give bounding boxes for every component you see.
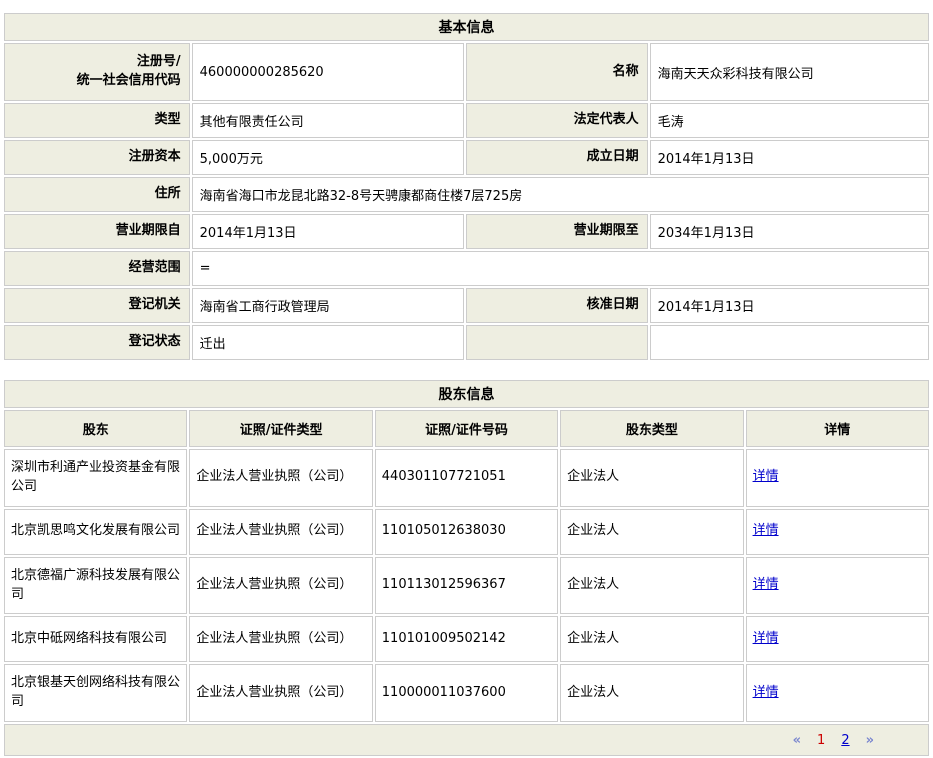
pager-current-page: 1 xyxy=(817,732,826,748)
detail-link[interactable]: 详情 xyxy=(752,523,779,539)
detail-link[interactable]: 详情 xyxy=(752,630,779,646)
cert-type-cell: 企业法人营业执照（公司） xyxy=(189,449,373,507)
term-from-label: 营业期限自 xyxy=(4,214,190,249)
legal-rep-value: 毛涛 xyxy=(649,103,929,138)
detail-link[interactable]: 详情 xyxy=(752,577,779,593)
capital-value: 5,000万元 xyxy=(191,140,464,175)
reg-no-value: 460000000285620 xyxy=(191,43,464,101)
status-label: 登记状态 xyxy=(4,325,190,360)
shareholder-row: 深圳市利通产业投资基金有限公司 企业法人营业执照（公司） 44030110772… xyxy=(4,449,929,507)
shareholder-type-cell: 企业法人 xyxy=(560,664,744,723)
shareholder-name-cell: 深圳市利通产业投资基金有限公司 xyxy=(4,449,188,507)
pager-prev-button[interactable]: « xyxy=(792,732,802,748)
cert-no-cell: 110113012596367 xyxy=(374,556,559,615)
col-header-shareholder-type: 股东类型 xyxy=(560,410,744,447)
detail-link[interactable]: 详情 xyxy=(752,469,779,485)
term-to-value: 2034年1月13日 xyxy=(649,214,929,249)
shareholder-type-cell: 企业法人 xyxy=(560,616,744,663)
cert-no-cell: 110101009502142 xyxy=(374,616,559,663)
cert-type-cell: 企业法人营业执照（公司） xyxy=(189,664,373,723)
est-date-label: 成立日期 xyxy=(465,140,648,175)
pagination: « 1 2 » xyxy=(4,724,929,757)
scope-value: = xyxy=(191,251,929,286)
shareholder-name-cell: 北京银基天创网络科技有限公司 xyxy=(4,664,188,723)
basic-info-table: 基本信息 注册号/ 统一社会信用代码 460000000285620 名称 海南… xyxy=(2,11,931,362)
shareholder-name-cell: 北京德福广源科技发展有限公司 xyxy=(4,556,188,615)
col-header-cert-type: 证照/证件类型 xyxy=(189,410,373,447)
cert-no-cell: 110000011037600 xyxy=(374,664,559,723)
approval-date-value: 2014年1月13日 xyxy=(649,288,929,323)
shareholder-row: 北京德福广源科技发展有限公司 企业法人营业执照（公司） 110113012596… xyxy=(4,556,929,615)
reg-no-label: 注册号/ 统一社会信用代码 xyxy=(4,43,190,101)
legal-rep-label: 法定代表人 xyxy=(465,103,648,138)
scope-label: 经营范围 xyxy=(4,251,190,286)
company-name-value: 海南天天众彩科技有限公司 xyxy=(649,43,929,101)
est-date-value: 2014年1月13日 xyxy=(649,140,929,175)
pager-page-2-link[interactable]: 2 xyxy=(841,732,850,748)
type-value: 其他有限责任公司 xyxy=(191,103,464,138)
shareholder-type-cell: 企业法人 xyxy=(560,556,744,615)
shareholder-name-cell: 北京中砥网络科技有限公司 xyxy=(4,616,188,663)
col-header-cert-no: 证照/证件号码 xyxy=(374,410,559,447)
address-label: 住所 xyxy=(4,177,190,212)
shareholder-name-cell: 北京凯思鸣文化发展有限公司 xyxy=(4,508,188,555)
company-name-label: 名称 xyxy=(465,43,648,101)
cert-no-cell: 110105012638030 xyxy=(374,508,559,555)
empty-value-cell xyxy=(649,325,929,360)
cert-type-cell: 企业法人营业执照（公司） xyxy=(189,616,373,663)
term-from-value: 2014年1月13日 xyxy=(191,214,464,249)
term-to-label: 营业期限至 xyxy=(465,214,648,249)
empty-label-cell xyxy=(465,325,648,360)
shareholder-row: 北京银基天创网络科技有限公司 企业法人营业执照（公司） 110000011037… xyxy=(4,664,929,723)
shareholder-type-cell: 企业法人 xyxy=(560,449,744,507)
authority-value: 海南省工商行政管理局 xyxy=(191,288,464,323)
col-header-detail: 详情 xyxy=(745,410,929,447)
authority-label: 登记机关 xyxy=(4,288,190,323)
shareholder-row: 北京凯思鸣文化发展有限公司 企业法人营业执照（公司） 1101050126380… xyxy=(4,508,929,555)
cert-type-cell: 企业法人营业执照（公司） xyxy=(189,556,373,615)
shareholder-row: 北京中砥网络科技有限公司 企业法人营业执照（公司） 11010100950214… xyxy=(4,616,929,663)
approval-date-label: 核准日期 xyxy=(465,288,648,323)
basic-info-title: 基本信息 xyxy=(4,13,929,41)
capital-label: 注册资本 xyxy=(4,140,190,175)
address-value: 海南省海口市龙昆北路32-8号天骋康都商住楼7层725房 xyxy=(191,177,929,212)
shareholders-title: 股东信息 xyxy=(4,380,929,408)
cert-no-cell: 440301107721051 xyxy=(374,449,559,507)
type-label: 类型 xyxy=(4,103,190,138)
detail-link[interactable]: 详情 xyxy=(752,684,779,700)
cert-type-cell: 企业法人营业执照（公司） xyxy=(189,508,373,555)
status-value: 迁出 xyxy=(191,325,464,360)
shareholder-type-cell: 企业法人 xyxy=(560,508,744,555)
col-header-shareholder: 股东 xyxy=(4,410,188,447)
pager-next-button[interactable]: » xyxy=(865,732,874,748)
shareholders-table: 股东信息 股东 证照/证件类型 证照/证件号码 股东类型 详情 深圳市利通产业投… xyxy=(2,378,931,758)
